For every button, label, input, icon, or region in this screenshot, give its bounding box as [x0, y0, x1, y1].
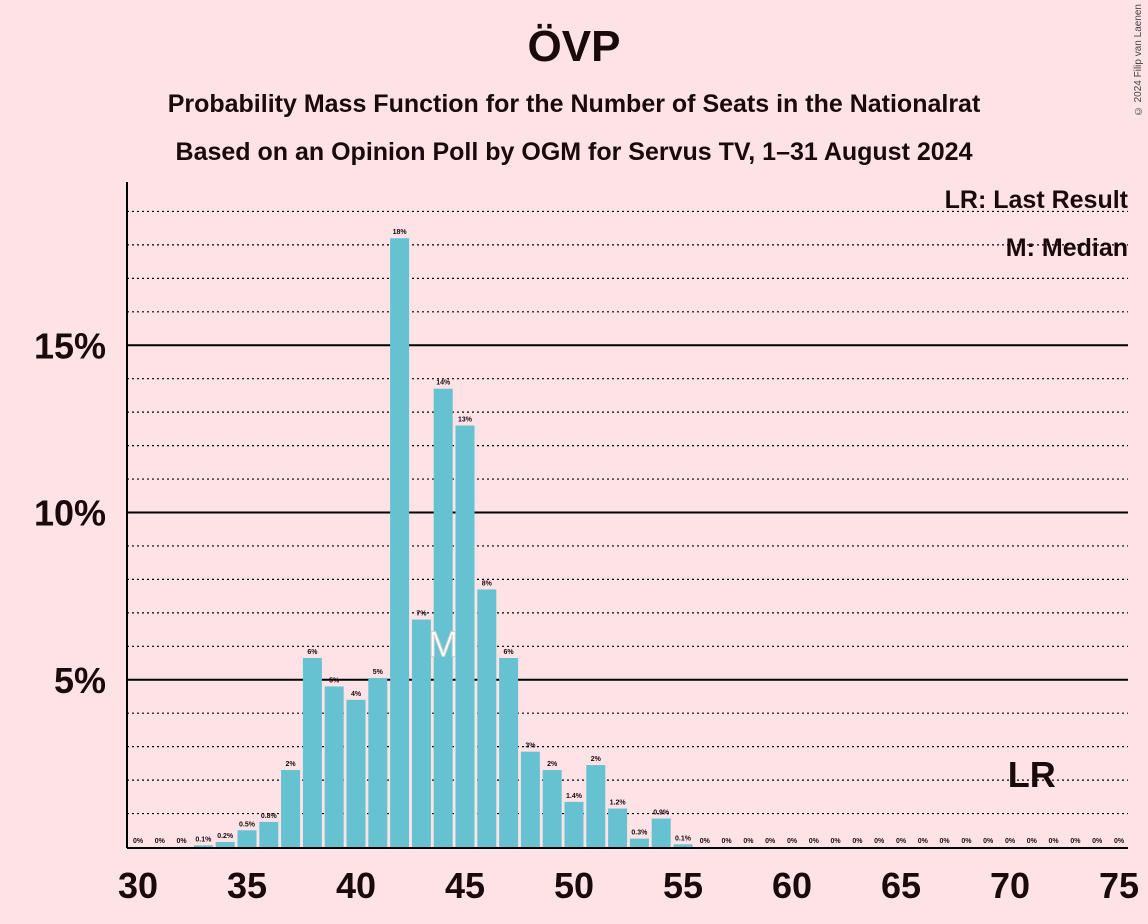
- x-tick-label: 60: [772, 865, 812, 906]
- bar-value-label: 3%: [525, 743, 536, 750]
- bar: [281, 770, 301, 847]
- bar: [629, 838, 649, 847]
- bar: [433, 388, 453, 847]
- bar-value-label: 0%: [852, 838, 863, 845]
- bar-value-label: 0%: [177, 838, 188, 845]
- chart-subtitle: Probability Mass Function for the Number…: [167, 90, 981, 118]
- bar-value-label: 0%: [940, 838, 951, 845]
- bar: [542, 770, 562, 847]
- bar-value-label: 1.4%: [566, 793, 583, 800]
- bar-value-label: 0%: [133, 838, 144, 845]
- bar-value-label: 6%: [307, 649, 318, 656]
- x-tick-label: 40: [336, 865, 376, 906]
- chart-subtitle-source: Based on an Opinion Poll by OGM for Serv…: [175, 138, 973, 166]
- bar-value-label: 1.2%: [610, 800, 627, 807]
- bar: [302, 658, 322, 847]
- bar-value-label: 0%: [787, 838, 798, 845]
- bar: [651, 818, 671, 847]
- bar-value-label: 0%: [155, 838, 166, 845]
- bar-value-label: 0%: [1049, 838, 1060, 845]
- x-tick-label: 30: [118, 865, 158, 906]
- bar-value-label: 0.5%: [239, 821, 256, 828]
- bar-value-label: 0%: [700, 838, 711, 845]
- median-marker: M: [428, 623, 458, 664]
- x-tick-label: 70: [990, 865, 1030, 906]
- bar-value-label: 0.9%: [653, 810, 670, 817]
- bar-value-label: 18%: [393, 229, 408, 236]
- bar-value-label: 0%: [1027, 838, 1038, 845]
- bar-value-label: 8%: [482, 580, 493, 587]
- bar: [368, 678, 388, 847]
- bar-value-label: 0%: [1092, 838, 1103, 845]
- bar: [411, 619, 431, 847]
- legend-last-result: LR: Last Result: [944, 186, 1128, 214]
- bar-value-label: 5%: [329, 677, 340, 684]
- bar-value-label: 0%: [961, 838, 972, 845]
- bar-value-label: 0%: [831, 838, 842, 845]
- bar: [259, 821, 279, 847]
- bar-value-label: 0.1%: [195, 836, 212, 843]
- bar: [564, 801, 584, 847]
- bar-value-label: 0%: [765, 838, 776, 845]
- x-tick-label: 35: [227, 865, 267, 906]
- bar: [586, 765, 606, 847]
- x-tick-label: 65: [881, 865, 921, 906]
- bar: [390, 238, 410, 847]
- y-tick-label: 5%: [54, 660, 106, 701]
- y-tick-label: 10%: [34, 493, 106, 534]
- bar-value-label: 0%: [983, 838, 994, 845]
- bar: [673, 844, 693, 847]
- bar-value-label: 0%: [722, 838, 733, 845]
- bar: [215, 841, 235, 847]
- bar: [455, 425, 475, 847]
- bar-value-label: 0%: [809, 838, 820, 845]
- bar-value-label: 4%: [351, 691, 362, 698]
- bar-value-label: 0.8%: [261, 813, 278, 820]
- bar-value-label: 0%: [874, 838, 885, 845]
- bar-value-label: 2%: [286, 761, 297, 768]
- bar-value-label: 2%: [547, 761, 558, 768]
- x-tick-label: 75: [1099, 865, 1139, 906]
- bar-value-label: 2%: [591, 756, 602, 763]
- bar-value-label: 7%: [416, 611, 427, 618]
- bar-value-label: 0.3%: [631, 830, 648, 837]
- bar-value-label: 0%: [1005, 838, 1016, 845]
- bar: [193, 845, 213, 847]
- y-tick-label: 15%: [34, 325, 106, 366]
- bar: [608, 808, 628, 847]
- bar: [499, 658, 519, 847]
- x-tick-label: 45: [445, 865, 485, 906]
- bar-value-label: 0%: [743, 838, 754, 845]
- bar-value-label: 14%: [436, 380, 451, 387]
- bar-value-label: 5%: [373, 669, 384, 676]
- bar: [477, 589, 497, 847]
- bar-value-label: 0%: [1070, 838, 1081, 845]
- x-tick-label: 55: [663, 865, 703, 906]
- bar: [520, 751, 540, 847]
- bar-value-label: 0%: [896, 838, 907, 845]
- x-tick-label: 50: [554, 865, 594, 906]
- bar: [346, 699, 366, 847]
- bar: [237, 830, 257, 847]
- bar: [324, 686, 344, 847]
- bar-value-label: 13%: [458, 417, 473, 424]
- chart-title: ÖVP: [527, 22, 621, 71]
- bar-value-label: 0%: [918, 838, 929, 845]
- legend-median: M: Median: [1005, 234, 1128, 262]
- bar-value-label: 0.2%: [217, 833, 234, 840]
- bar-value-label: 6%: [504, 649, 515, 656]
- bar-value-label: 0.1%: [675, 835, 692, 842]
- bar-value-label: 0%: [1114, 838, 1125, 845]
- last-result-marker: LR: [1008, 754, 1056, 795]
